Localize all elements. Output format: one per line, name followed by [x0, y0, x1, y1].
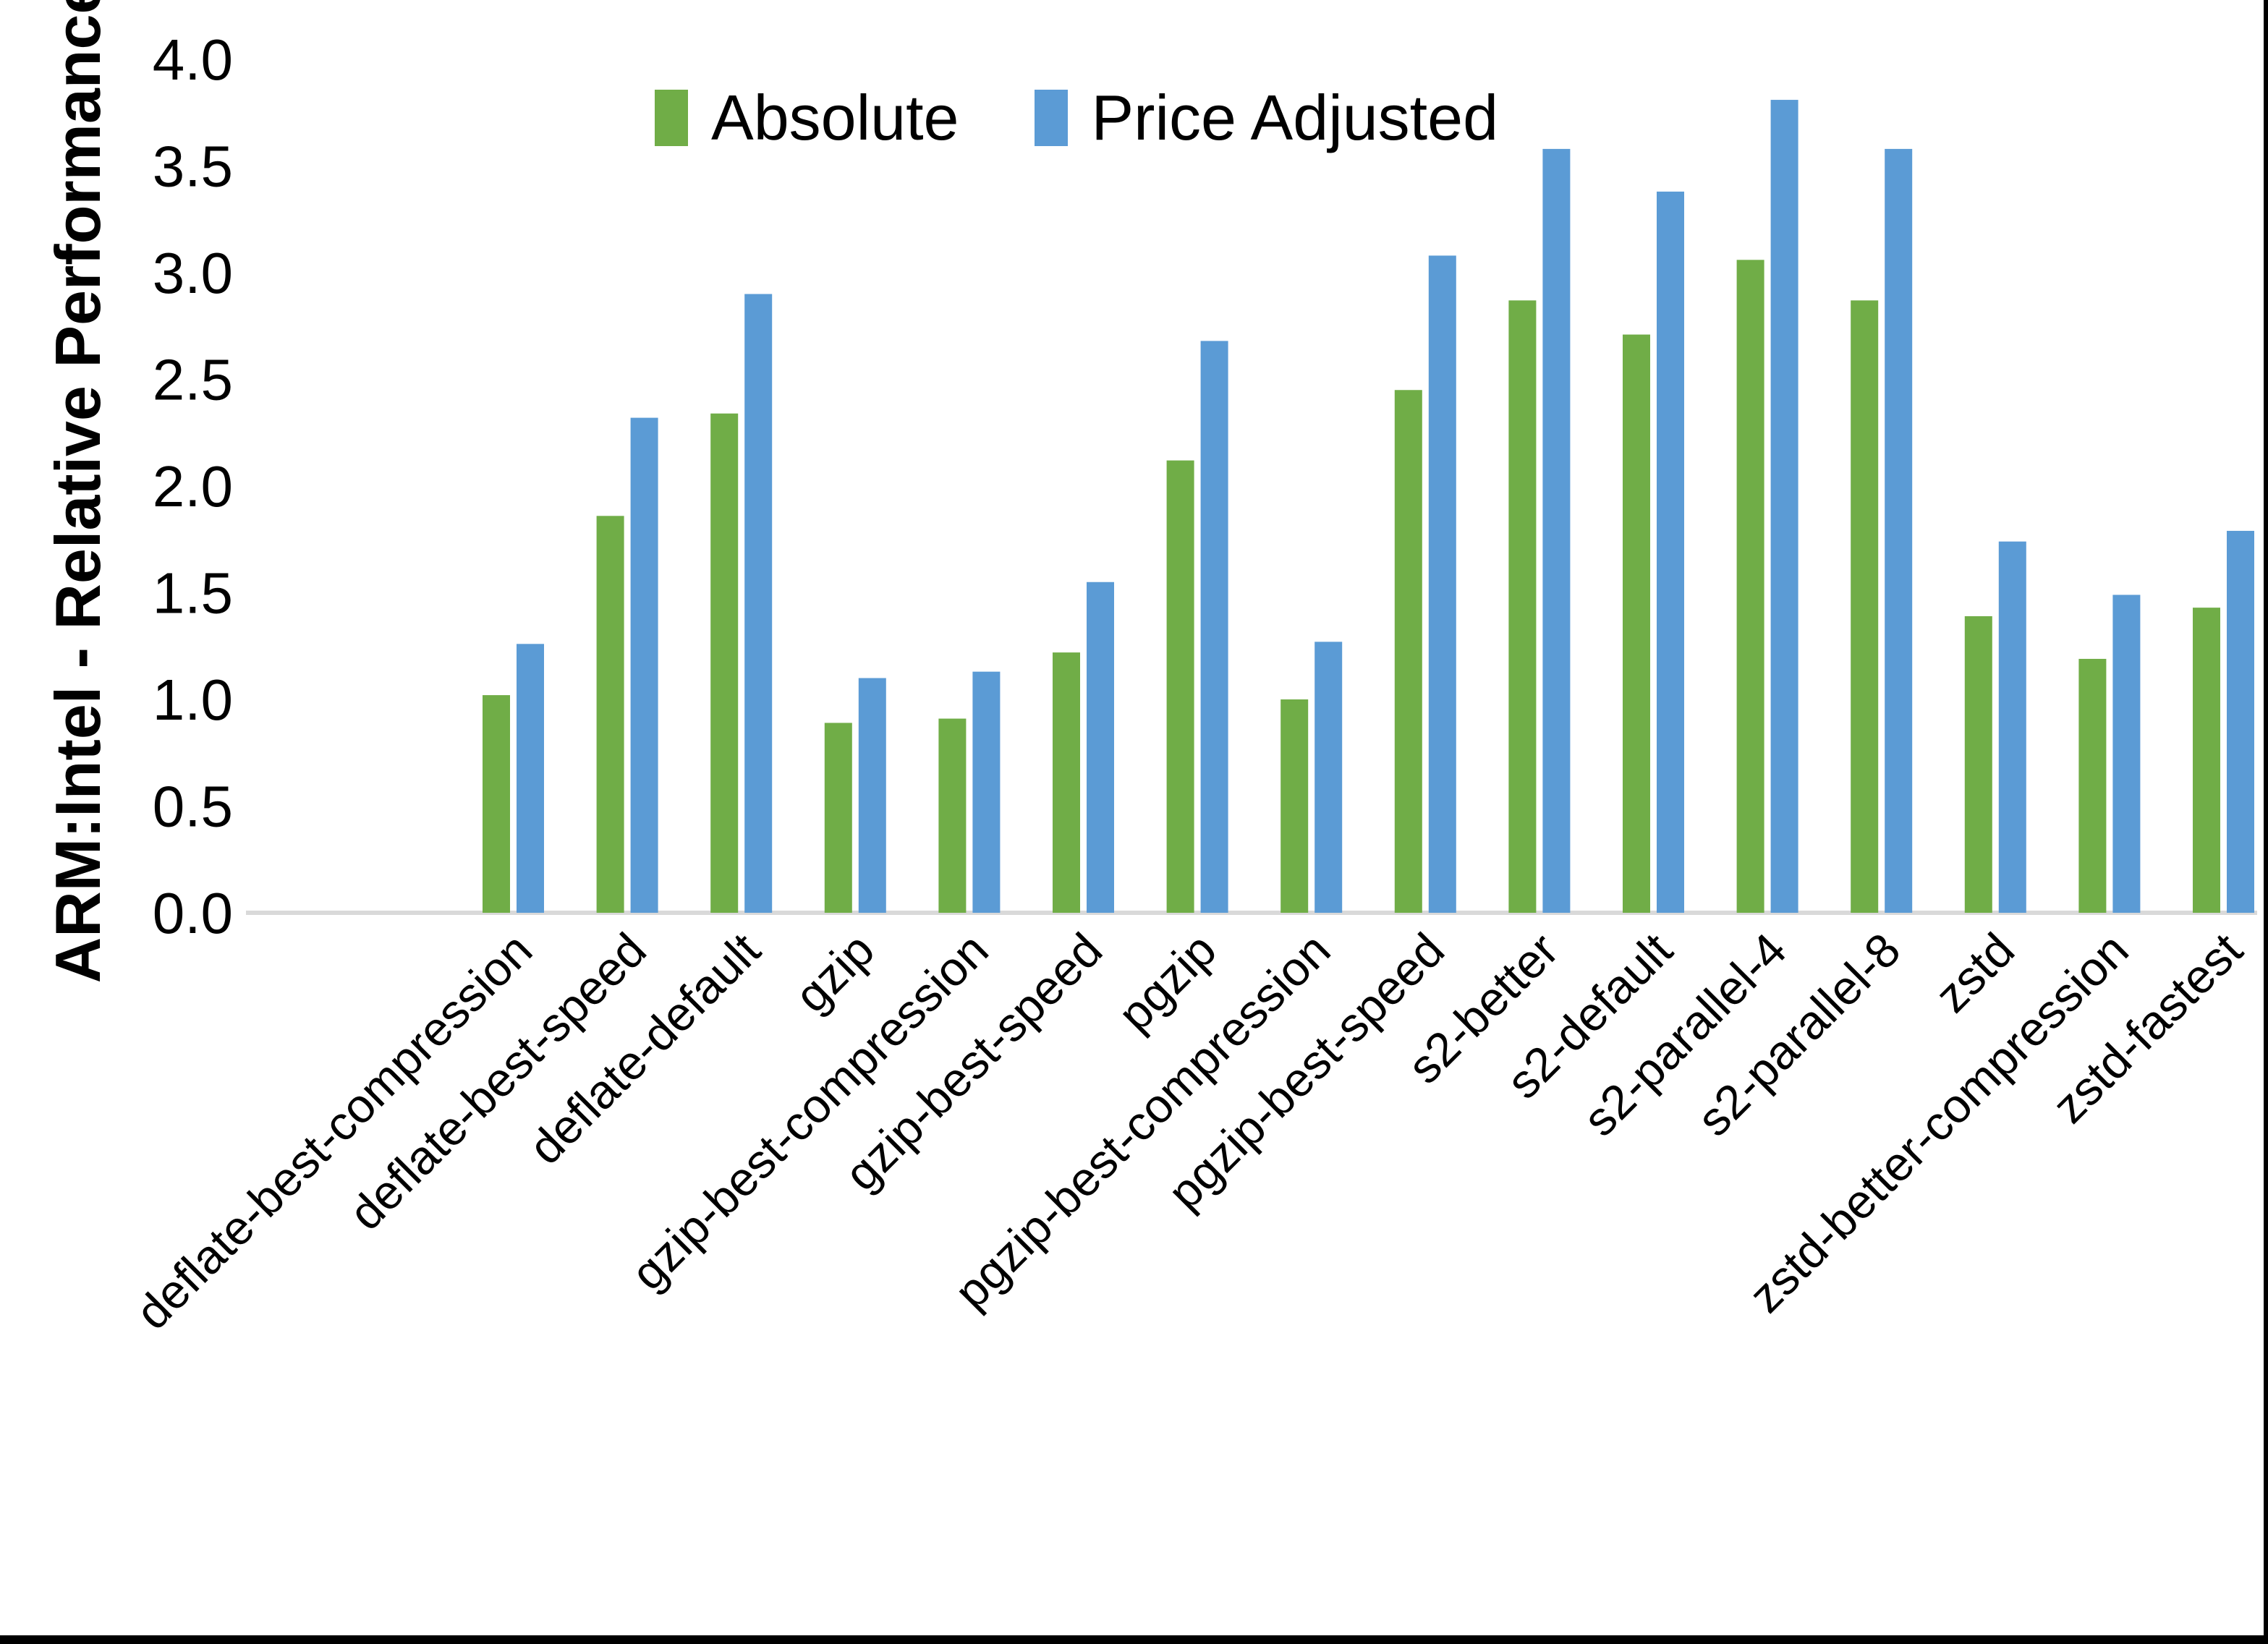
- bar-price-adjusted-pgzip-best-speed: [1428, 255, 1456, 913]
- bar-price-adjusted-s2-better: [1542, 148, 1571, 913]
- bar-price-adjusted-deflate-default: [744, 294, 773, 913]
- bar-absolute-s2-parallel-8: [1851, 300, 1879, 913]
- bar-price-adjusted-gzip: [858, 678, 886, 913]
- y-tick-label: 2.0: [153, 454, 233, 519]
- legend-swatch-price-adjusted: [1035, 90, 1069, 146]
- bar-price-adjusted-gzip-best-speed: [1087, 582, 1114, 913]
- bar-absolute-zstd-fastest: [2193, 608, 2220, 913]
- bar-price-adjusted-deflate-best-compression: [517, 644, 544, 913]
- x-category-label: zstd: [1924, 923, 2024, 1023]
- y-tick-label: 0.5: [153, 775, 233, 839]
- y-tick-label: 1.0: [153, 668, 233, 732]
- bar-absolute-pgzip: [1166, 460, 1194, 913]
- y-tick-label: 3.5: [153, 135, 233, 199]
- bar-price-adjusted-s2-parallel-8: [1885, 148, 1913, 913]
- bar-price-adjusted-zstd: [1998, 541, 2026, 913]
- bar-price-adjusted-s2-default: [1657, 191, 1684, 913]
- bar-absolute-deflate-best-speed: [596, 516, 624, 913]
- legend: Absolute Price Adjusted: [655, 81, 1498, 155]
- y-tick-label: 2.5: [153, 348, 233, 412]
- y-tick-label: 1.5: [153, 561, 233, 626]
- bar-absolute-pgzip-best-compression: [1280, 699, 1309, 913]
- legend-swatch-absolute: [655, 90, 688, 146]
- bar-absolute-gzip-best-compression: [938, 718, 967, 913]
- bar-price-adjusted-gzip-best-compression: [972, 671, 1001, 913]
- bar-absolute-deflate-default: [710, 413, 739, 913]
- bar-price-adjusted-pgzip: [1200, 341, 1228, 913]
- bar-price-adjusted-pgzip-best-compression: [1314, 642, 1343, 913]
- bar-price-adjusted-deflate-best-speed: [630, 417, 658, 913]
- bar-price-adjusted-zstd-fastest: [2227, 530, 2254, 913]
- y-tick-label: 0.0: [153, 881, 233, 945]
- bar-absolute-s2-better: [1508, 300, 1537, 913]
- bar-price-adjusted-zstd-better-compression: [2112, 595, 2141, 913]
- bar-absolute-s2-default: [1623, 334, 1650, 913]
- bar-absolute-pgzip-best-speed: [1394, 390, 1422, 913]
- bar-absolute-zstd-better-compression: [2078, 658, 2107, 913]
- bar-price-adjusted-s2-parallel-4: [1770, 100, 1798, 913]
- bar-absolute-deflate-best-compression: [483, 695, 510, 913]
- y-tick-label: 3.0: [153, 241, 233, 305]
- bar-absolute-s2-parallel-4: [1736, 260, 1764, 913]
- x-category-label: gzip: [784, 923, 884, 1023]
- bar-absolute-gzip-best-speed: [1053, 652, 1080, 913]
- bar-absolute-gzip: [824, 723, 852, 913]
- legend-label-price-adjusted: Price Adjusted: [1091, 82, 1499, 153]
- bar-absolute-zstd: [1964, 616, 1992, 913]
- y-tick-label: 4.0: [153, 27, 233, 92]
- legend-label-absolute: Absolute: [711, 82, 959, 153]
